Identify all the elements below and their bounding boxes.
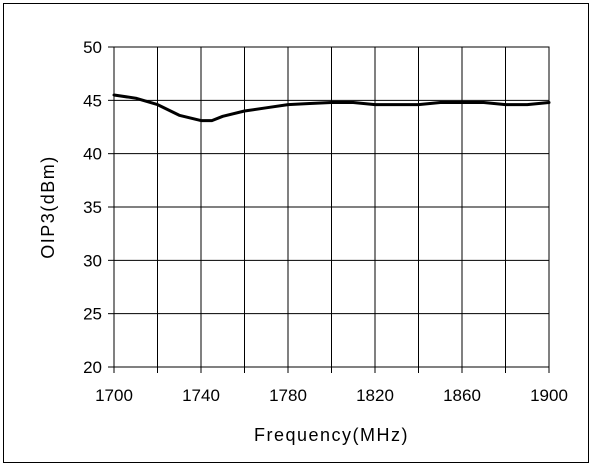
- grid-layer: [108, 46, 550, 373]
- y-tick-label: 35: [83, 198, 102, 217]
- chart-frame: [3, 3, 589, 463]
- y-tick-label: 40: [83, 145, 102, 164]
- y-tick-label: 20: [83, 358, 102, 377]
- x-tick-label: 1860: [443, 386, 481, 405]
- y-tick-labels: 20 25 30 35 40 45 50: [83, 38, 102, 377]
- x-tick-label: 1820: [356, 386, 394, 405]
- x-tick-label: 1900: [530, 386, 568, 405]
- x-tick-label: 1740: [182, 386, 220, 405]
- y-axis-title: OIP3(dBm): [38, 155, 58, 259]
- y-tick-label: 25: [83, 305, 102, 324]
- x-tick-label: 1700: [95, 386, 133, 405]
- x-tick-label: 1780: [269, 386, 307, 405]
- y-tick-label: 50: [83, 38, 102, 57]
- y-tick-label: 30: [83, 251, 102, 270]
- x-tick-labels: 1700 1740 1780 1820 1860 1900: [95, 386, 568, 405]
- x-axis-title: Frequency(MHz): [254, 425, 409, 445]
- series-line: [112, 93, 551, 123]
- y-tick-label: 45: [83, 91, 102, 110]
- plot-area-border: [113, 46, 550, 368]
